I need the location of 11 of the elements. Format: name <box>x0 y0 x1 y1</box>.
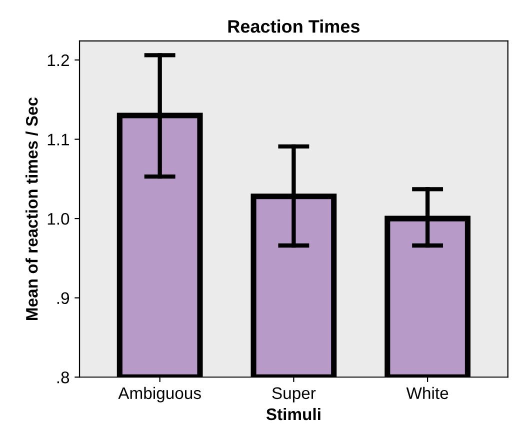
y-tick-label: .8 <box>57 372 70 384</box>
y-tick-label: 1.2 <box>48 54 69 66</box>
y-tick-label: .9 <box>57 292 70 304</box>
y-tick-label: 1.1 <box>48 134 69 146</box>
x-tick-label: Ambiguous <box>118 386 201 402</box>
chart-title: Reaction Times <box>228 20 360 33</box>
y-axis-title: Mean of reaction times / Sec <box>26 97 38 320</box>
x-tick-label: Super <box>272 387 316 402</box>
x-tick-label: White <box>406 386 448 400</box>
x-axis-title: Stimuli <box>266 408 320 420</box>
y-tick-label: 1.0 <box>48 212 70 225</box>
